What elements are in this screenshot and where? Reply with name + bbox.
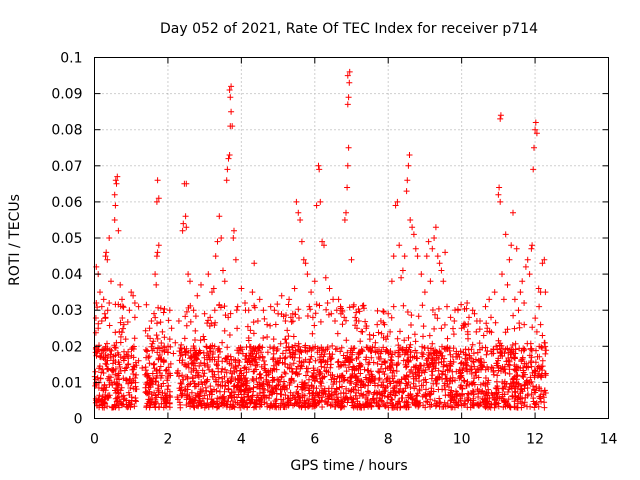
y-tick-label: 0.07 [51, 159, 82, 175]
x-tick-label: 12 [526, 432, 544, 448]
roti-markers [91, 68, 550, 411]
y-axis-label: ROTI / TECUs [7, 194, 23, 286]
chart-title: Day 052 of 2021, Rate Of TEC Index for r… [160, 21, 538, 37]
y-tick-label: 0.06 [51, 195, 82, 211]
y-tick-label: 0.01 [51, 375, 82, 391]
x-tick-label: 14 [600, 432, 618, 448]
y-tick-label: 0.04 [51, 267, 82, 283]
x-tick-label: 8 [384, 432, 393, 448]
y-tick-label: 0.08 [51, 123, 82, 139]
x-tick-label: 2 [163, 432, 172, 448]
x-tick-label: 4 [237, 432, 246, 448]
x-axis-label: GPS time / hours [290, 458, 407, 474]
x-tick-labels: 0 2 4 6 8 10 12 14 [90, 432, 617, 448]
data-points [91, 68, 550, 411]
y-tick-label: 0.03 [51, 303, 82, 319]
y-tick-label: 0.1 [60, 51, 82, 67]
x-tick-label: 0 [90, 432, 99, 448]
y-tick-label: 0 [74, 412, 83, 428]
axis-ticks [94, 57, 609, 419]
y-tick-label: 0.05 [51, 231, 82, 247]
x-tick-label: 10 [453, 432, 471, 448]
y-tick-label: 0.02 [51, 339, 82, 355]
y-tick-label: 0.09 [51, 87, 82, 103]
x-tick-label: 6 [310, 432, 319, 448]
y-tick-labels: 0 0.01 0.02 0.03 0.04 0.05 0.06 0.07 0.08 0.09 0.1 [51, 51, 82, 428]
